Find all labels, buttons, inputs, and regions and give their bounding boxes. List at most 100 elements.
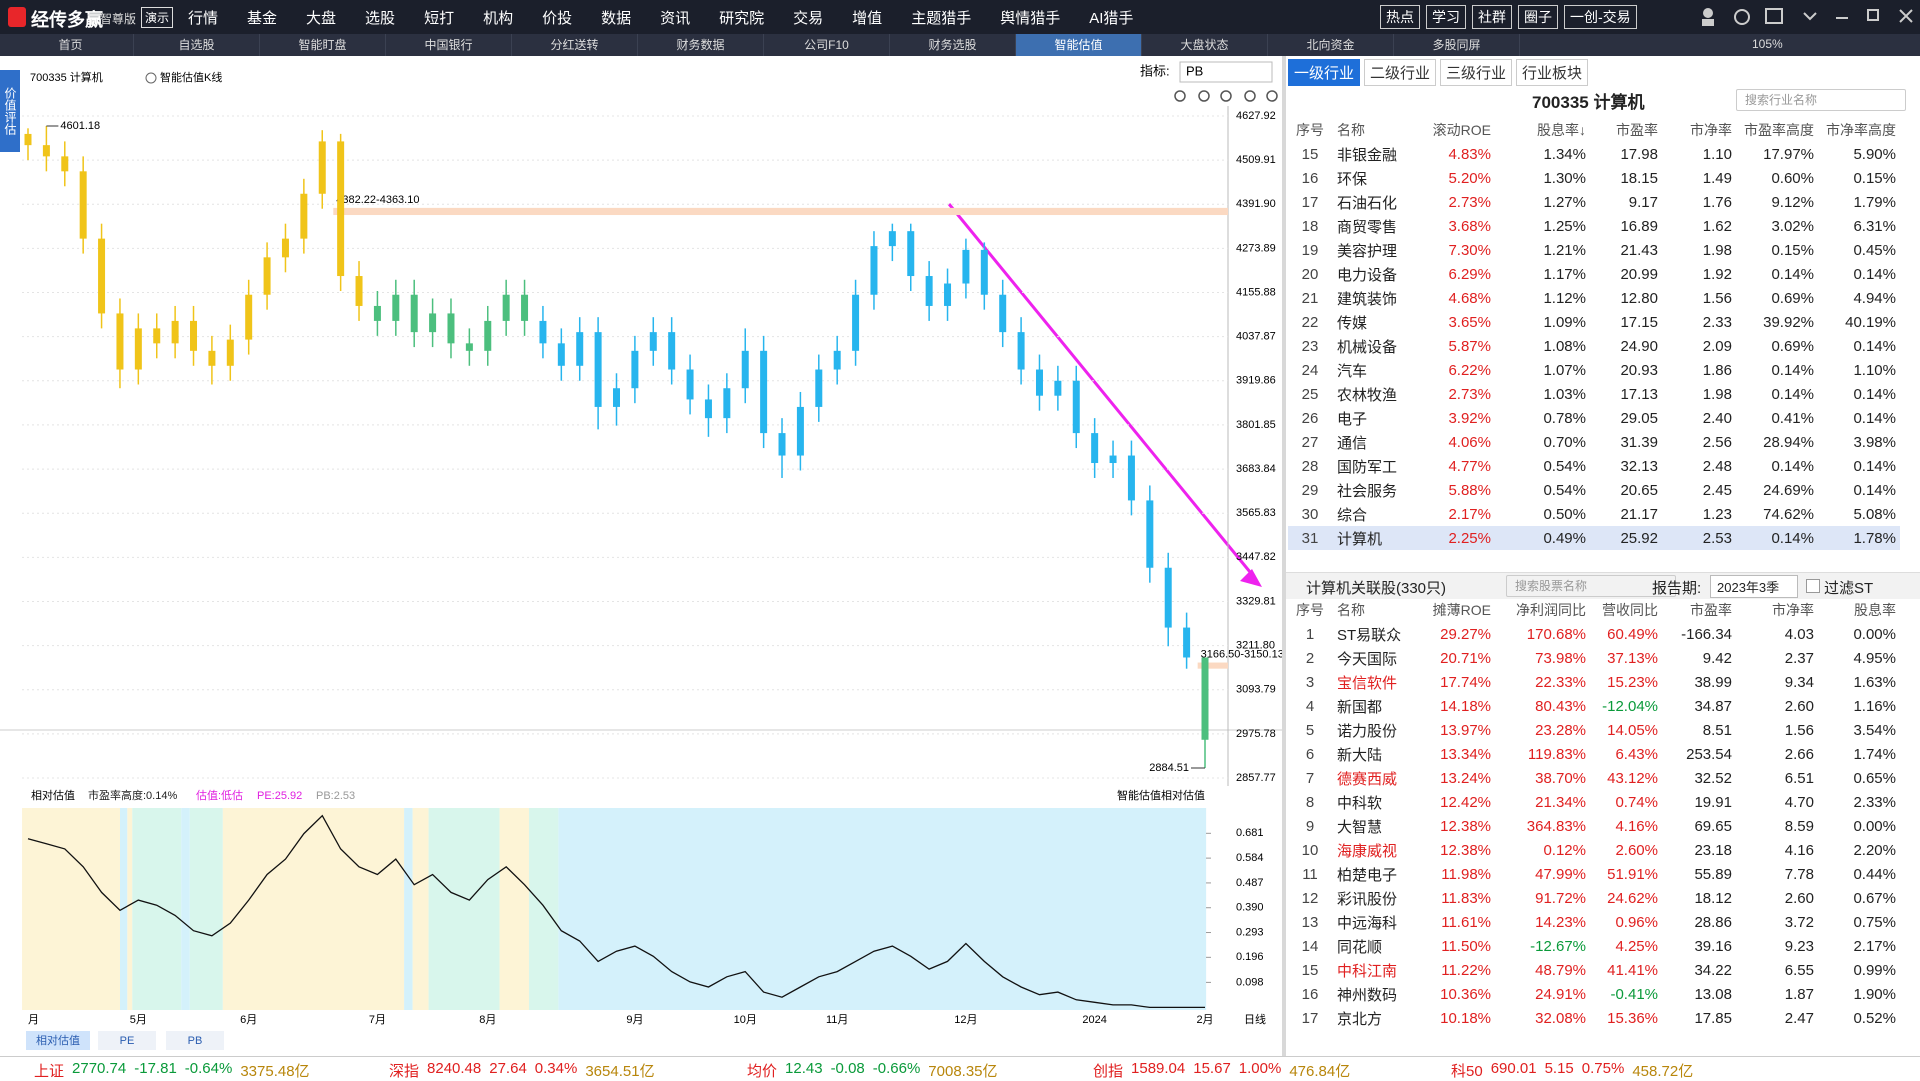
- table-row[interactable]: 14 同花顺 11.50% -12.67% 4.25% 39.16 9.23 2.17%: [1288, 934, 1900, 958]
- index-quote[interactable]: 创指 1589.04 15.67 1.00% 476.84亿: [1093, 1060, 1350, 1081]
- menu-item[interactable]: 舆情猎手: [1000, 10, 1061, 27]
- menu-item[interactable]: 机构: [483, 10, 514, 27]
- menu-item[interactable]: 短打: [424, 10, 455, 27]
- table-row[interactable]: 6 新大陆 13.34% 119.83% 6.43% 253.54 2.66 1.74%: [1288, 742, 1900, 766]
- tab[interactable]: 中国银行: [386, 34, 512, 56]
- demo-badge[interactable]: 演示: [141, 7, 174, 28]
- top-button[interactable]: 一创-交易: [1564, 5, 1637, 29]
- panel-tab[interactable]: PB: [188, 1035, 203, 1047]
- table-row[interactable]: 21 建筑装饰 4.68% 1.12% 12.80 1.56 0.69% 4.94%: [1288, 286, 1900, 310]
- column-header[interactable]: 摊薄ROE: [1432, 602, 1491, 618]
- tab[interactable]: 首页: [8, 34, 134, 56]
- industry-search[interactable]: 搜索行业名称: [1736, 89, 1906, 111]
- table-row[interactable]: 22 传媒 3.65% 1.09% 17.15 2.33 39.92% 40.19%: [1288, 310, 1900, 334]
- menu-item[interactable]: 交易: [793, 10, 824, 27]
- tab[interactable]: 自选股: [134, 34, 260, 56]
- column-header[interactable]: 股息率: [1854, 602, 1896, 618]
- table-row[interactable]: 8 中科软 12.42% 21.34% 0.74% 19.91 4.70 2.33%: [1288, 790, 1900, 814]
- table-row[interactable]: 25 农林牧渔 2.73% 1.03% 17.13 1.98 0.14% 0.14%: [1288, 382, 1900, 406]
- indicator-value[interactable]: PB: [1186, 63, 1203, 78]
- table-row[interactable]: 11 柏楚电子 11.98% 47.99% 51.91% 55.89 7.78 0.44%: [1288, 862, 1900, 886]
- menu-item[interactable]: 大盘: [306, 10, 337, 27]
- table-row[interactable]: 13 中远海科 11.61% 14.23% 0.96% 28.86 3.72 0.75%: [1288, 910, 1900, 934]
- menu-item[interactable]: 选股: [365, 10, 396, 27]
- table-row[interactable]: 29 社会服务 5.88% 0.54% 20.65 2.45 24.69% 0.14%: [1288, 478, 1900, 502]
- column-header[interactable]: 滚动ROE: [1432, 122, 1491, 138]
- panel-tab-bg[interactable]: [166, 1031, 224, 1050]
- column-header[interactable]: 市盈率: [1690, 602, 1732, 618]
- table-row[interactable]: 19 美容护理 7.30% 1.21% 21.43 1.98 0.15% 0.45%: [1288, 238, 1900, 262]
- column-header[interactable]: 名称: [1337, 122, 1365, 138]
- table-row[interactable]: 1 ST易联众 29.27% 170.68% 60.49% -166.34 4.03 0.00…: [1288, 622, 1900, 646]
- panel-tab-bg[interactable]: [26, 1031, 90, 1050]
- table-row[interactable]: 2 今天国际 20.71% 73.98% 37.13% 9.42 2.37 4.95%: [1288, 646, 1900, 670]
- column-header[interactable]: 市盈率高度: [1744, 122, 1814, 138]
- table-row[interactable]: 24 汽车 6.22% 1.07% 20.93 1.86 0.14% 1.10%: [1288, 358, 1900, 382]
- filter-checkbox[interactable]: [1806, 579, 1820, 593]
- table-row[interactable]: 23 机械设备 5.87% 1.08% 24.90 2.09 0.69% 0.14%: [1288, 334, 1900, 358]
- table-row[interactable]: 31 计算机 2.25% 0.49% 25.92 2.53 0.14% 1.78%: [1288, 526, 1900, 550]
- top-button[interactable]: 热点: [1380, 5, 1420, 29]
- table-row[interactable]: 20 电力设备 6.29% 1.17% 20.99 1.92 0.14% 0.14%: [1288, 262, 1900, 286]
- panel-tab-bg[interactable]: [98, 1031, 156, 1050]
- industry-tab[interactable]: 二级行业: [1364, 59, 1437, 86]
- table-row[interactable]: 15 非银金融 4.83% 1.34% 17.98 1.10 17.97% 5.90%: [1288, 142, 1900, 166]
- table-row[interactable]: 18 商贸零售 3.68% 1.25% 16.89 1.62 3.02% 6.31%: [1288, 214, 1900, 238]
- table-row[interactable]: 17 石油石化 2.73% 1.27% 9.17 1.76 9.12% 1.79%: [1288, 190, 1900, 214]
- column-header[interactable]: 净利润同比: [1516, 602, 1586, 618]
- table-row[interactable]: 4 新国都 14.18% 80.43% -12.04% 34.87 2.60 1.16%: [1288, 694, 1900, 718]
- tab[interactable]: 智能盯盘: [260, 34, 386, 56]
- tab[interactable]: 大盘状态: [1142, 34, 1268, 56]
- top-button[interactable]: 社群: [1472, 5, 1512, 29]
- table-row[interactable]: 17 京北方 10.18% 32.08% 15.36% 17.85 2.47 0.52%: [1288, 1006, 1900, 1030]
- column-header[interactable]: 市净率: [1690, 122, 1732, 138]
- table-row[interactable]: 7 德赛西威 13.24% 38.70% 43.12% 32.52 6.51 0.65%: [1288, 766, 1900, 790]
- column-header[interactable]: 市净率高度: [1826, 122, 1896, 138]
- side-tab[interactable]: 价值评估: [0, 70, 20, 152]
- tab[interactable]: 公司F10: [764, 34, 890, 56]
- column-header[interactable]: 序号: [1296, 122, 1324, 138]
- table-row[interactable]: 28 国防军工 4.77% 0.54% 32.13 2.48 0.14% 0.14%: [1288, 454, 1900, 478]
- menu-item[interactable]: 研究院: [719, 10, 765, 27]
- panel-tab[interactable]: 相对估值: [36, 1033, 80, 1047]
- table-row[interactable]: 16 神州数码 10.36% 24.91% -0.41% 13.08 1.87 1.90%: [1288, 982, 1900, 1006]
- table-row[interactable]: 27 通信 4.06% 0.70% 31.39 2.56 28.94% 3.98%: [1288, 430, 1900, 454]
- tab[interactable]: 财务选股: [890, 34, 1016, 56]
- column-header[interactable]: 市盈率: [1616, 122, 1658, 138]
- industry-tab[interactable]: 一级行业: [1288, 59, 1361, 86]
- table-row[interactable]: 9 大智慧 12.38% 364.83% 4.16% 69.65 8.59 0.00%: [1288, 814, 1900, 838]
- column-header[interactable]: 营收同比: [1602, 602, 1658, 618]
- table-row[interactable]: 5 诺力股份 13.97% 23.28% 14.05% 8.51 1.56 3.54%: [1288, 718, 1900, 742]
- period-select[interactable]: 2023年3季: [1710, 575, 1799, 598]
- menu-item[interactable]: AI猎手: [1089, 10, 1134, 27]
- tab[interactable]: 分红送转: [512, 34, 638, 56]
- column-header[interactable]: 市净率: [1772, 602, 1814, 618]
- tab[interactable]: 多股同屏: [1394, 34, 1520, 56]
- table-row[interactable]: 16 环保 5.20% 1.30% 18.15 1.49 0.60% 0.15%: [1288, 166, 1900, 190]
- index-quote[interactable]: 均价 12.43 -0.08 -0.66% 7008.35亿: [747, 1060, 998, 1081]
- index-quote[interactable]: 科50 690.01 5.15 0.75% 458.72亿: [1451, 1060, 1693, 1081]
- top-button[interactable]: 圈子: [1518, 5, 1558, 29]
- tab[interactable]: 财务数据: [638, 34, 764, 56]
- column-header[interactable]: 股息率↓: [1537, 122, 1586, 138]
- tab[interactable]: 智能估值: [1016, 34, 1142, 56]
- menu-item[interactable]: 主题猎手: [911, 10, 972, 27]
- stock-search[interactable]: 搜索股票名称: [1506, 575, 1676, 597]
- menu-item[interactable]: 价投: [542, 10, 573, 27]
- tab[interactable]: 北向资金: [1268, 34, 1394, 56]
- column-header[interactable]: 名称: [1337, 602, 1365, 618]
- index-quote[interactable]: 深指 8240.48 27.64 0.34% 3654.51亿: [389, 1060, 655, 1081]
- table-row[interactable]: 15 中科江南 11.22% 48.79% 41.41% 34.22 6.55 0.99%: [1288, 958, 1900, 982]
- menu-item[interactable]: 数据: [601, 10, 632, 27]
- panel-tab[interactable]: PE: [120, 1035, 135, 1047]
- menu-item[interactable]: 增值: [852, 10, 883, 27]
- table-row[interactable]: 10 海康威视 12.38% 0.12% 2.60% 23.18 4.16 2.20%: [1288, 838, 1900, 862]
- column-header[interactable]: 序号: [1296, 602, 1324, 618]
- table-row[interactable]: 30 综合 2.17% 0.50% 21.17 1.23 74.62% 5.08%: [1288, 502, 1900, 526]
- table-row[interactable]: 12 彩讯股份 11.83% 91.72% 24.62% 18.12 2.60 0.67%: [1288, 886, 1900, 910]
- industry-tab[interactable]: 行业板块: [1516, 59, 1589, 86]
- menu-item[interactable]: 行情: [188, 10, 219, 27]
- filter-label[interactable]: 过滤ST: [1824, 580, 1874, 597]
- industry-tab[interactable]: 三级行业: [1440, 59, 1513, 86]
- menu-item[interactable]: 资讯: [660, 10, 691, 27]
